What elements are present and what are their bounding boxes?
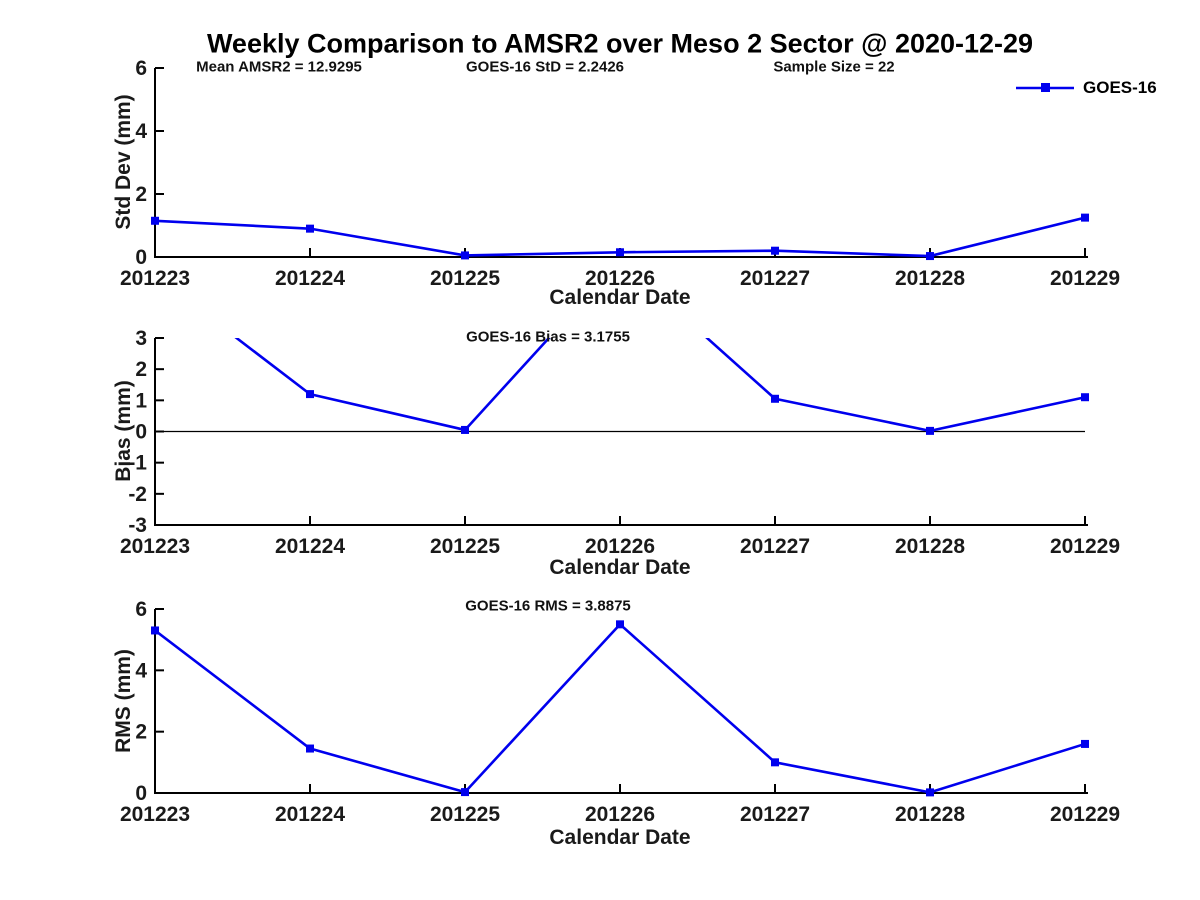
- y-tick-label: 6: [135, 57, 147, 80]
- data-point-marker: [151, 216, 159, 225]
- xlabel-calendar-date-2: Calendar Date: [549, 556, 691, 579]
- data-point-marker: [461, 425, 469, 434]
- xlabel-calendar-date-3: Calendar Date: [549, 826, 691, 849]
- data-point-marker: [151, 626, 159, 635]
- x-tick-label: 201223: [120, 535, 190, 558]
- y-tick-label: 6: [135, 598, 147, 621]
- data-point-marker: [771, 758, 779, 767]
- x-tick-label: 201224: [275, 267, 345, 290]
- ylabel-rms: RMS (mm): [112, 649, 135, 753]
- stat-mean-amsr2: Mean AMSR2 = 12.9295: [196, 58, 362, 76]
- x-tick-label: 201226: [585, 803, 655, 826]
- ylabel-std-dev: Std Dev (mm): [112, 94, 135, 230]
- legend-marker: [1041, 83, 1050, 92]
- stat-goes16-std: GOES-16 StD = 2.2426: [466, 58, 624, 76]
- y-tick-label: 2: [135, 358, 147, 381]
- x-tick-label: 201225: [430, 267, 500, 290]
- data-point-marker: [1081, 393, 1089, 402]
- x-tick-label: 201229: [1050, 535, 1120, 558]
- data-point-marker: [306, 744, 314, 753]
- x-tick-label: 201225: [430, 535, 500, 558]
- stat-goes16-bias: GOES-16 Bias = 3.1755: [466, 328, 630, 346]
- y-tick-label: -2: [128, 483, 147, 506]
- x-tick-label: 201224: [275, 535, 345, 558]
- data-point-marker: [926, 252, 934, 261]
- x-tick-label: 201223: [120, 803, 190, 826]
- x-tick-label: 201226: [585, 267, 655, 290]
- data-point-marker: [306, 224, 314, 233]
- x-tick-label: 201225: [430, 803, 500, 826]
- data-point-marker: [1081, 739, 1089, 748]
- data-point-marker: [461, 251, 469, 260]
- x-tick-label: 201228: [895, 267, 965, 290]
- x-tick-label: 201229: [1050, 803, 1120, 826]
- y-tick-label: 0: [135, 421, 147, 444]
- y-tick-label: -1: [128, 452, 147, 475]
- x-tick-label: 201227: [740, 535, 810, 558]
- data-point-marker: [771, 246, 779, 255]
- x-tick-label: 201227: [740, 803, 810, 826]
- y-tick-label: 0: [135, 246, 147, 269]
- data-point-marker: [616, 620, 624, 629]
- ylabel-bias: Bias (mm): [112, 380, 135, 482]
- data-point-marker: [1081, 213, 1089, 222]
- stat-sample-size: Sample Size = 22: [773, 58, 895, 76]
- y-tick-label: 3: [135, 327, 147, 350]
- data-point-marker: [616, 248, 624, 257]
- x-tick-label: 201228: [895, 535, 965, 558]
- data-point-marker: [926, 788, 934, 797]
- xlabel-calendar-date-1: Calendar Date: [549, 286, 691, 309]
- y-tick-label: 2: [135, 721, 147, 744]
- x-tick-label: 201224: [275, 803, 345, 826]
- goes16-line: [154, 623, 1086, 794]
- data-point-marker: [926, 426, 934, 435]
- stat-goes16-rms: GOES-16 RMS = 3.8875: [465, 597, 631, 615]
- data-point-marker: [461, 788, 469, 797]
- x-tick-label: 201223: [120, 267, 190, 290]
- chart-title: Weekly Comparison to AMSR2 over Meso 2 S…: [206, 28, 1034, 59]
- y-tick-label: 4: [135, 659, 147, 682]
- y-tick-label: -3: [128, 514, 147, 537]
- x-tick-label: 201226: [585, 535, 655, 558]
- y-tick-label: 2: [135, 183, 147, 206]
- y-tick-label: 4: [135, 120, 147, 143]
- y-tick-label: 1: [135, 389, 147, 412]
- x-tick-label: 201227: [740, 267, 810, 290]
- data-point-marker: [306, 390, 314, 399]
- y-tick-label: 0: [135, 782, 147, 805]
- data-point-marker: [771, 394, 779, 403]
- legend-label-goes16: GOES-16: [1083, 78, 1157, 97]
- x-tick-label: 201229: [1050, 267, 1120, 290]
- x-tick-label: 201228: [895, 803, 965, 826]
